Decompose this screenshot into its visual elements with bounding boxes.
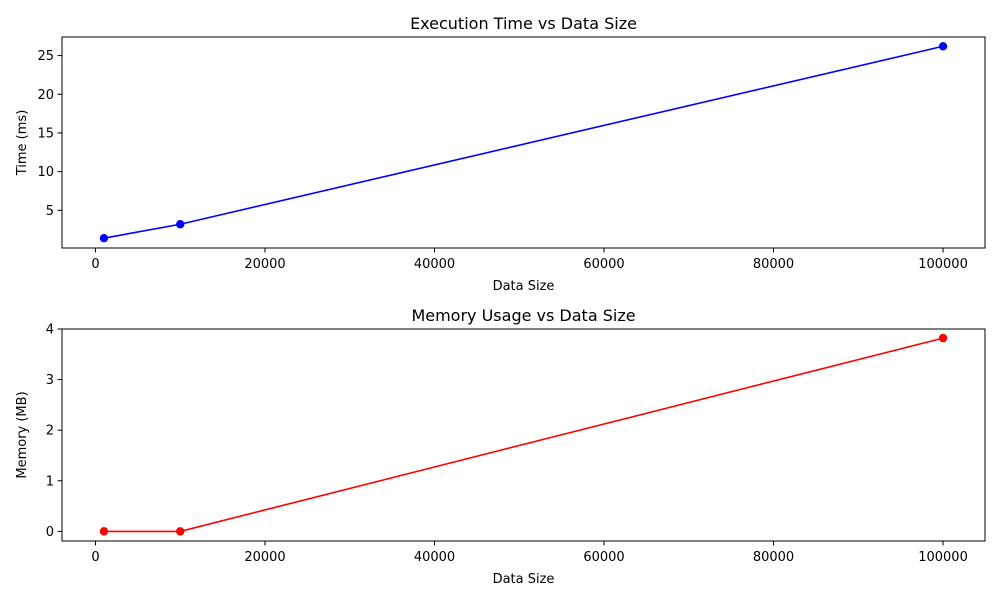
chart-1-y-tick-label: 1 — [46, 474, 54, 489]
chart-0-series-0-point — [176, 220, 185, 229]
chart-0-series-0-point — [99, 233, 109, 243]
chart-1-x-tick-label: 20000 — [244, 550, 285, 565]
chart-1-x-tick-label: 60000 — [583, 550, 624, 565]
chart-1-y-axis-label: Memory (MB) — [15, 391, 30, 478]
chart-0-x-tick-label: 100000 — [918, 257, 968, 272]
chart-0-y-tick-label: 10 — [37, 165, 54, 180]
chart-0-x-tick-label: 0 — [91, 257, 99, 272]
chart-0-x-tick-label: 20000 — [244, 257, 285, 272]
chart-0-axes-frame — [61, 36, 986, 249]
chart-1-x-tick-label: 100000 — [918, 550, 968, 565]
chart-1-x-axis-label: Data Size — [493, 572, 555, 587]
chart-0-y-tick-label: 15 — [37, 126, 54, 141]
chart-1-y-tick-label: 0 — [46, 525, 54, 540]
chart-1-x-tick-label: 80000 — [753, 550, 794, 565]
chart-0-x-tick-label: 80000 — [753, 257, 794, 272]
chart-0-y-tick-label: 25 — [37, 49, 54, 64]
chart-1-x-tick-label: 40000 — [414, 550, 455, 565]
chart-0-series-0-point — [938, 42, 948, 51]
chart-0-x-tick-label: 40000 — [414, 257, 455, 272]
chart-1-y-tick-label: 3 — [46, 373, 54, 388]
chart-0-y-tick-label: 20 — [37, 88, 54, 103]
memory-usage-chart: Memory Usage vs Data Size 0 20000 40000 6000… — [15, 306, 986, 587]
chart-1-series-0-point — [938, 333, 948, 343]
chart-1-series-0-point — [99, 527, 109, 536]
chart-1-series-0-point — [176, 527, 185, 536]
chart-0-x-tick-label: 60000 — [583, 257, 624, 272]
chart-1-axes-frame — [61, 328, 986, 542]
chart-0-y-tick-label: 5 — [46, 204, 54, 219]
execution-time-chart: Execution Time vs Data Size 0 20000 40000 60… — [15, 14, 986, 294]
chart-0-x-axis-label: Data Size — [493, 279, 555, 294]
chart-1-y-tick-label: 4 — [46, 323, 54, 338]
chart-1-y-tick-label: 2 — [46, 424, 54, 439]
chart-1-x-tick-label: 0 — [91, 550, 99, 565]
chart-0-y-axis-label: Time (ms) — [15, 110, 30, 177]
chart-0-title: Execution Time vs Data Size — [410, 14, 637, 33]
chart-1-title: Memory Usage vs Data Size — [411, 306, 635, 325]
